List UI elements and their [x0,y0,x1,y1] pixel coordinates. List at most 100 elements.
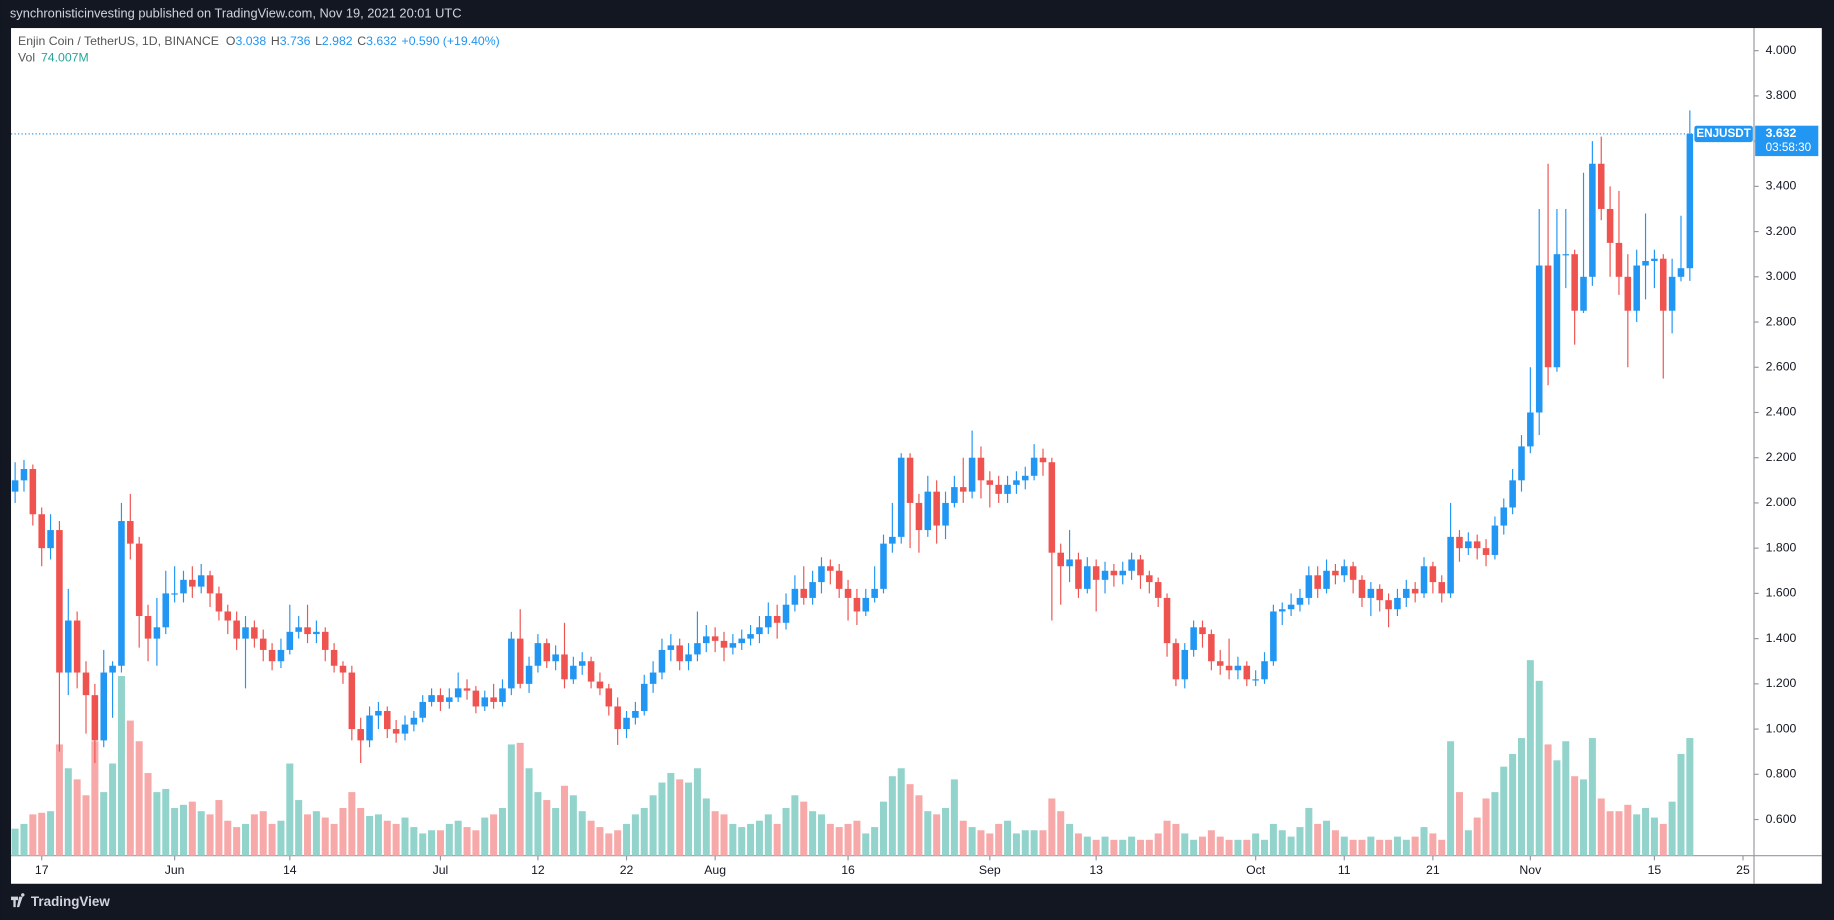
candle-body [472,690,480,707]
candle-body [1544,265,1552,368]
candle-body [844,588,852,598]
volume-bar [1624,804,1632,856]
volume-bar [685,782,693,856]
candle-body [897,457,905,537]
volume-bar [171,808,179,856]
volume-bar [1039,830,1047,856]
volume-bar [667,773,675,856]
volume-bar [862,833,870,856]
candle-body [570,665,577,680]
candle-body [552,654,559,662]
y-tick-label: 3.000 [1766,269,1797,283]
candle-body [543,643,551,662]
brand-name: TradingView [31,894,110,909]
volume-legend: Vol 74.007M [18,51,89,65]
price-tag [1755,125,1819,157]
volume-bar [879,801,888,856]
candle-body [1420,566,1428,594]
candle-body [508,638,515,689]
candle-body [1456,536,1463,549]
candle-body [791,588,799,605]
volume-bar [1261,839,1269,856]
candle-body [109,665,116,673]
candle-body [1021,475,1029,481]
candle-body [1190,627,1197,650]
volume-bar [233,827,241,856]
ticker-name: ENJUSDT [1696,127,1750,140]
volume-bar [268,823,276,856]
volume-bar [534,792,542,856]
l-value: 2.982 [322,34,353,48]
volume-bar [897,768,905,856]
candle-body [65,620,72,673]
volume-bar [498,808,506,856]
candle-body [162,593,170,628]
candle-body [242,627,249,639]
candle-body [1234,665,1242,671]
volume-bar [1119,839,1127,856]
volume-bar [1393,836,1401,856]
volume-bar [1083,836,1091,856]
volume-bar [738,827,746,856]
candle-body [676,645,683,662]
candle-body [632,710,639,718]
candle-body [47,530,54,549]
candle-body [880,543,887,589]
candle-body [951,487,958,503]
volume-bar [295,800,303,856]
volume-bar [1057,811,1065,856]
candle-body [773,616,781,623]
volume-bar [1420,827,1428,856]
volume-bar [20,823,28,856]
volume-bar [1402,839,1410,856]
volume-bar [330,823,338,856]
volume-bar [1128,836,1136,856]
volume-bar [1314,823,1322,856]
volume-bar [1172,823,1180,856]
volume-bar [1207,830,1215,856]
y-tick-label: 1.800 [1766,540,1797,554]
volume-bar [419,833,427,856]
volume-bar [1668,801,1676,856]
volume-bar [1642,808,1650,856]
plot [11,110,1694,856]
candle-body [1571,254,1578,311]
volume-bar [1367,836,1375,856]
volume-bar [888,776,896,856]
volume-bar [126,720,134,856]
volume-bar [73,779,81,856]
candle-body [1358,579,1366,598]
c-value: 3.632 [366,34,397,48]
volume-bar [942,808,950,856]
volume-bar [552,808,560,856]
volume-bar [241,823,250,856]
volume-bar [968,827,976,856]
candle-body [1473,541,1481,549]
volume-bar [835,827,843,856]
volume-bar [1580,779,1588,856]
candle-body [153,627,161,639]
candle-body [1314,575,1321,589]
candle-body [649,672,657,684]
volume-bar [224,820,232,856]
volume-bar [614,830,622,856]
candle-body [135,543,143,617]
volume-bar [357,808,365,856]
candle-body [419,701,426,718]
volume-bar [1438,839,1446,856]
candle-body [1048,462,1056,553]
candle-body [1606,208,1614,243]
volume-bar [747,823,755,856]
candle-body [1447,536,1454,594]
volume-bar [640,808,648,856]
volume-bar [1021,830,1029,856]
candle-body [1137,559,1144,576]
volume-bar [986,833,994,856]
candle-body [827,566,834,571]
candle-body [1518,446,1525,481]
candle-body [251,627,258,639]
candle-body [516,638,524,684]
candle-body [1146,575,1153,583]
candle-body [1216,661,1224,666]
